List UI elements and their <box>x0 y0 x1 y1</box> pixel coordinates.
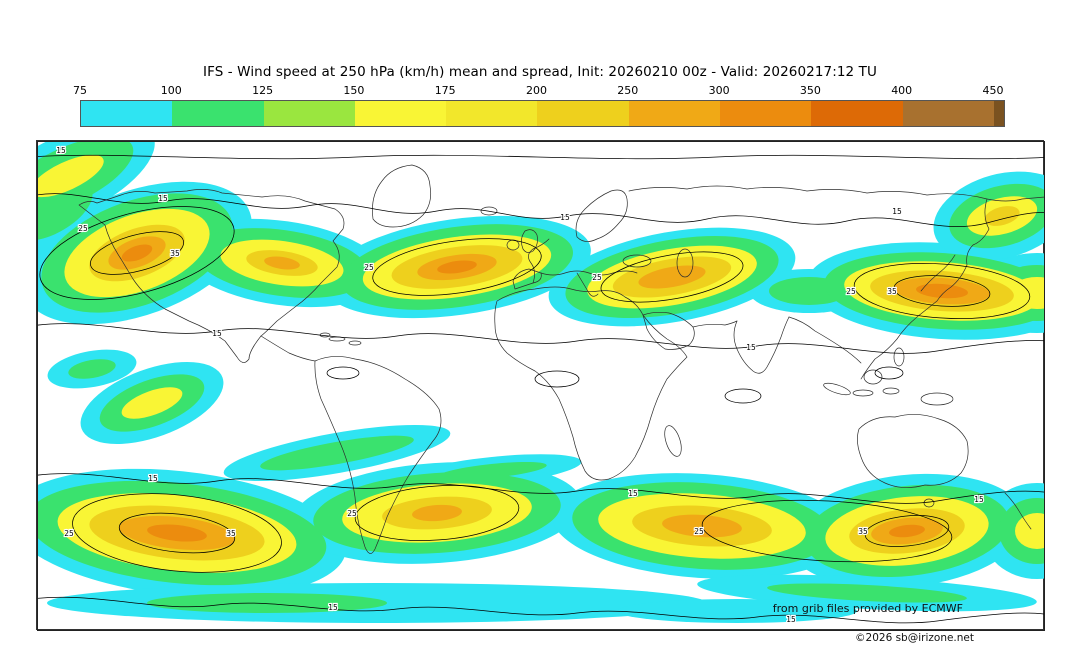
colorbar-tick: 250 <box>617 84 639 97</box>
contour-label: 25 <box>592 273 602 282</box>
contour-label: 15 <box>158 194 168 203</box>
colorbar <box>80 100 1005 127</box>
contour-label: 15 <box>892 207 902 216</box>
colorbar-ticks: 75 100 125 150 175 200 250 300 350 400 450 <box>73 84 1004 98</box>
colorbar-segment <box>720 101 812 126</box>
colorbar-tick: 75 <box>73 84 87 97</box>
contour-label: 25 <box>846 287 856 296</box>
contour-label: 15 <box>56 146 66 155</box>
colorbar-segment <box>902 101 994 126</box>
colorbar-segment <box>811 101 903 126</box>
contour-label: 25 <box>78 224 88 233</box>
contour-label: 35 <box>858 527 868 536</box>
colorbar-tick: 200 <box>526 84 547 97</box>
contour-label: 15 <box>746 343 756 352</box>
colorbar-segment <box>354 101 447 126</box>
colorbar-segment <box>446 101 538 126</box>
contour-label: 15 <box>786 615 796 624</box>
colorbar-segment <box>537 101 629 126</box>
world-wind-map: 15 15 15 15 15 15 15 15 15 15 15 25 25 2… <box>37 141 1045 631</box>
colorbar-segment <box>628 101 721 126</box>
contour-label: 15 <box>974 495 984 504</box>
colorbar-segment <box>81 101 173 126</box>
colorbar-tick: 450 <box>982 84 1004 97</box>
colorbar-tick: 350 <box>799 84 821 97</box>
wind-band-300 <box>121 244 968 542</box>
colorbar-segment <box>172 101 264 126</box>
contour-label: 35 <box>226 529 236 538</box>
colorbar-tick: 400 <box>891 84 913 97</box>
colorbar-tick: 300 <box>708 84 730 97</box>
coastlines <box>78 164 1045 554</box>
contour-label: 25 <box>64 529 74 538</box>
chart-title: IFS - Wind speed at 250 hPa (km/h) mean … <box>203 64 877 80</box>
colorbar-tick: 125 <box>252 84 274 97</box>
map-area: 15 15 15 15 15 15 15 15 15 15 15 25 25 2… <box>36 140 1045 631</box>
colorbar-tick: 150 <box>343 84 365 97</box>
colorbar-segment <box>993 101 1004 126</box>
contour-label: 15 <box>628 489 638 498</box>
colorbar-tick: 175 <box>434 84 456 97</box>
contour-label: 35 <box>170 249 180 258</box>
contour-label: 25 <box>347 509 357 518</box>
contour-label: 25 <box>694 527 704 536</box>
spread-contour-labels: 15 15 15 15 15 15 15 15 15 15 15 25 25 2… <box>55 145 985 625</box>
credit-ecmwf: from grib files provided by ECMWF <box>772 602 963 615</box>
contour-label: 35 <box>887 287 897 296</box>
contour-label: 15 <box>148 474 158 483</box>
colorbar-tick: 100 <box>160 84 182 97</box>
map-border <box>37 141 1045 631</box>
contour-label: 15 <box>212 329 222 338</box>
credit-copyright: ©2026 sb@irizone.net <box>855 632 974 644</box>
contour-label: 25 <box>364 263 374 272</box>
colorbar-segment <box>263 101 355 126</box>
contour-label: 15 <box>560 213 570 222</box>
contour-label: 15 <box>328 603 338 612</box>
spread-contours <box>37 154 1045 624</box>
